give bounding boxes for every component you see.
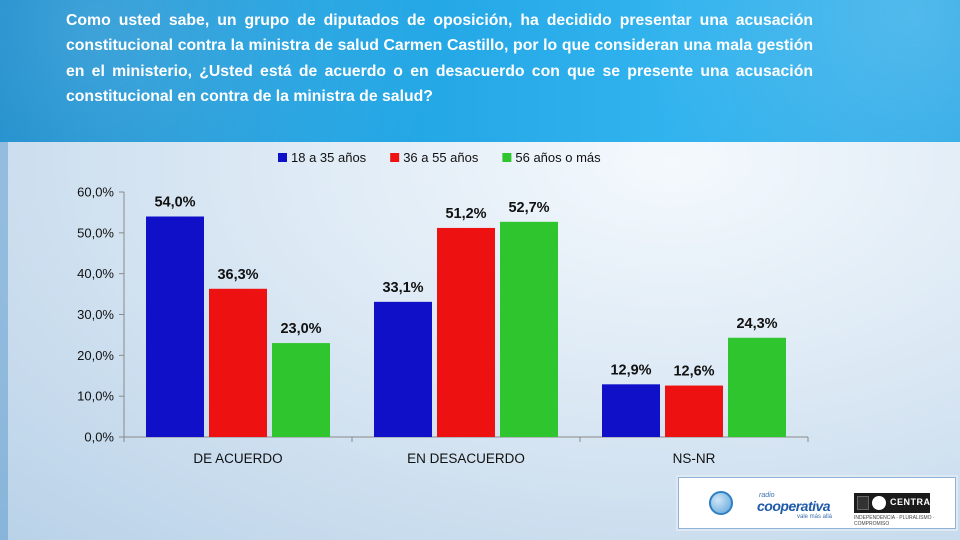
data-label: 12,9% [610,362,651,378]
cooperativa-logo: cooperativa [757,498,831,514]
bar [272,343,330,437]
left-accent-strip [0,142,8,540]
bar [500,221,558,437]
data-label: 51,2% [445,206,486,222]
survey-question: Como usted sabe, un grupo de diputados d… [66,12,813,106]
cooperativa-tagline: vale más allá [797,514,833,520]
data-label: 54,0% [154,195,195,211]
legend-label: 18 a 35 años [291,150,367,165]
category-label: NS-NR [673,451,716,466]
uc-logo-text: CENTRAL [890,497,937,507]
legend-swatch [502,153,512,162]
y-tick-label: 10,0% [77,389,114,404]
y-tick-label: 40,0% [77,266,114,281]
bar [602,384,660,437]
uc-tagline: INDEPENDENCIA · PLURALISMO · COMPROMISO [854,515,935,527]
globe-logo-icon [709,491,733,515]
y-tick-label: 20,0% [77,348,114,363]
data-label: 12,6% [673,364,714,380]
cooperativa-logo-small: radio [759,492,775,499]
legend-label: 36 a 55 años [403,150,479,165]
universidad-central-logo: CENTRAL [854,493,936,513]
category-label: DE ACUERDO [193,451,282,466]
legend-swatch [390,153,400,162]
data-label: 33,1% [382,280,423,296]
bar [728,337,786,437]
bar [146,216,204,437]
bar [374,301,432,437]
data-label: 24,3% [736,316,777,332]
bar [437,227,495,437]
y-tick-label: 60,0% [77,185,114,200]
y-tick-label: 30,0% [77,307,114,322]
bar [665,385,723,437]
data-label: 52,7% [508,200,549,216]
y-tick-label: 0,0% [84,430,114,445]
question-header: Como usted sabe, un grupo de diputados d… [0,0,960,142]
uc-emblem-icon [857,496,869,510]
data-label: 23,0% [280,321,321,337]
data-label: 36,3% [217,267,258,283]
legend-swatch [278,153,287,162]
y-tick-label: 50,0% [77,225,114,240]
header-decoration [0,0,960,142]
uc-circle-icon [872,496,886,510]
bar [209,288,267,437]
legend-label: 56 años o más [515,150,601,165]
sponsor-logos: radio cooperativa vale más allá CENTRAL … [678,477,956,529]
category-label: EN DESACUERDO [407,451,525,466]
